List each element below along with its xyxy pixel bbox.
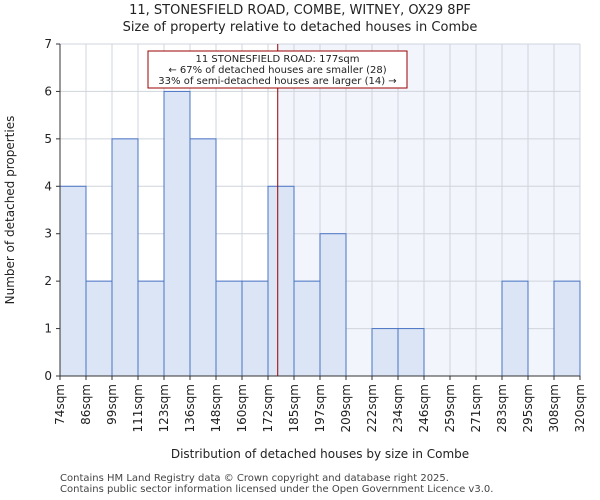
bar-197sqm: [319, 233, 347, 377]
x-tick-label: 295sqm: [521, 384, 535, 432]
x-tick-label: 172sqm: [261, 384, 275, 432]
bar-160sqm: [241, 280, 269, 377]
bar-74sqm: [59, 185, 87, 377]
x-tick-label: 222sqm: [365, 384, 379, 432]
y-tick-label: 0: [44, 369, 52, 383]
x-tick-label: 148sqm: [209, 384, 223, 432]
x-tick-label: 185sqm: [287, 384, 301, 432]
y-axis-label: Number of detached properties: [3, 116, 17, 305]
y-tick-label: 1: [44, 322, 52, 336]
x-tick-label: 320sqm: [573, 384, 587, 432]
bar-86sqm: [85, 280, 113, 377]
x-tick-label: 99sqm: [105, 384, 119, 425]
bar-111sqm: [137, 280, 165, 377]
footer-line-2: Contains public sector information licen…: [60, 484, 494, 495]
y-tick-label: 2: [44, 274, 52, 288]
annotation-line-1: 11 STONESFIELD ROAD: 177sqm: [196, 54, 360, 65]
chart-subtitle: Size of property relative to detached ho…: [122, 20, 478, 35]
annotation-line-3: 33% of semi-detached houses are larger (…: [158, 76, 396, 87]
x-tick-label: 197sqm: [313, 384, 327, 432]
bar-185sqm: [293, 280, 321, 377]
bar-136sqm: [189, 138, 217, 377]
y-tick-label: 4: [44, 179, 52, 193]
x-tick-label: 74sqm: [53, 384, 67, 425]
x-tick-label: 271sqm: [469, 384, 483, 432]
y-tick-label: 6: [44, 84, 52, 98]
bar-148sqm: [215, 280, 243, 377]
x-tick-label: 86sqm: [79, 384, 93, 425]
x-tick-label: 283sqm: [495, 384, 509, 432]
x-tick-label: 234sqm: [391, 384, 405, 432]
chart-title: 11, STONESFIELD ROAD, COMBE, WITNEY, OX2…: [129, 3, 471, 18]
bar-99sqm: [111, 138, 139, 377]
bar-172sqm: [267, 185, 295, 377]
y-tick-label: 3: [44, 227, 52, 241]
x-tick-label: 246sqm: [417, 384, 431, 432]
x-tick-label: 209sqm: [339, 384, 353, 432]
bar-283sqm: [501, 280, 529, 377]
annotation-line-2: ← 67% of detached houses are smaller (28…: [168, 65, 386, 76]
bar-123sqm: [163, 90, 191, 377]
footer-line-1: Contains HM Land Registry data © Crown c…: [60, 473, 449, 484]
x-tick-label: 308sqm: [547, 384, 561, 432]
y-tick-label: 7: [44, 37, 52, 51]
x-tick-label: 111sqm: [131, 384, 145, 432]
annotation-box: [147, 50, 408, 89]
bar-308sqm: [553, 280, 581, 377]
x-tick-label: 160sqm: [235, 384, 249, 432]
x-axis-label: Distribution of detached houses by size …: [171, 447, 469, 461]
x-tick-label: 136sqm: [183, 384, 197, 432]
bar-234sqm: [397, 328, 425, 377]
x-tick-label: 259sqm: [443, 384, 457, 432]
bar-222sqm: [371, 328, 399, 377]
x-tick-label: 123sqm: [157, 384, 171, 432]
y-tick-label: 5: [44, 132, 52, 146]
